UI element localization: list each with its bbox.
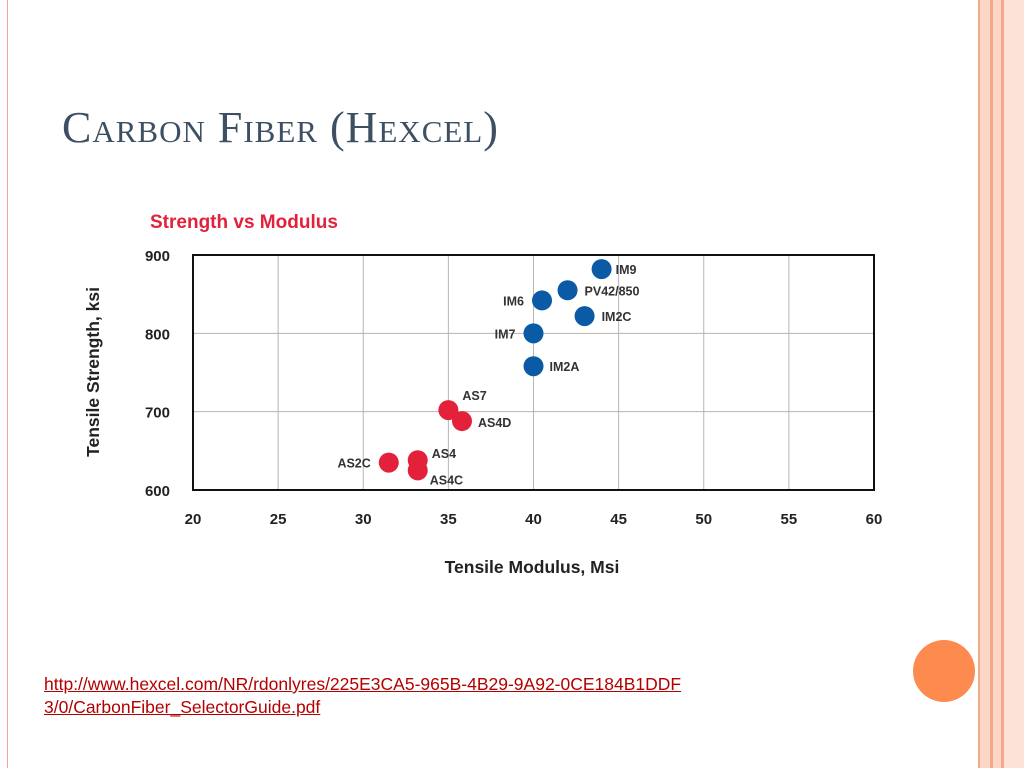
right-frame-stripe xyxy=(990,0,993,768)
right-frame-stripe xyxy=(978,0,980,768)
x-axis-label: Tensile Modulus, Msi xyxy=(445,557,620,577)
data-point xyxy=(532,290,553,311)
data-point xyxy=(438,400,459,421)
x-tick-label: 45 xyxy=(610,511,627,528)
y-axis-label: Tensile Strength, ksi xyxy=(83,287,103,457)
point-label: PV42/850 xyxy=(585,284,640,298)
y-tick-label: 800 xyxy=(145,326,170,343)
point-label: IM2C xyxy=(602,310,632,324)
x-tick-label: 30 xyxy=(355,511,372,528)
right-frame-stripe xyxy=(1001,0,1004,768)
chart-title: Strength vs Modulus xyxy=(150,212,338,233)
point-label: AS4C xyxy=(430,473,463,487)
y-tick-label: 900 xyxy=(145,248,170,265)
data-point xyxy=(378,452,399,473)
x-tick-label: 40 xyxy=(525,511,542,528)
point-label: IM2A xyxy=(550,360,580,374)
point-label: AS4 xyxy=(432,447,456,461)
point-label: AS4D xyxy=(478,416,511,430)
slide-title: Carbon Fiber (Hexcel) xyxy=(62,103,499,152)
data-point xyxy=(407,460,428,481)
x-tick-label: 35 xyxy=(440,511,457,528)
decorative-orange-circle xyxy=(913,640,975,702)
data-point xyxy=(523,356,544,377)
point-label: AS2C xyxy=(337,457,370,471)
right-frame-stripe xyxy=(1004,0,1024,768)
data-point xyxy=(574,306,595,327)
point-label: IM7 xyxy=(495,327,516,341)
y-tick-label: 700 xyxy=(145,405,170,422)
point-label: IM9 xyxy=(616,263,637,277)
right-frame-stripe xyxy=(993,0,1001,768)
y-tick-label: 600 xyxy=(145,483,170,500)
x-tick-label: 20 xyxy=(185,511,202,528)
data-point xyxy=(557,280,578,301)
data-point xyxy=(451,411,472,432)
data-points: IM9 PV42/850 IM6 IM2C IM7 IM2A AS7 AS4D AS4 AS2C A… xyxy=(337,259,640,487)
x-tick-label: 50 xyxy=(695,511,712,528)
data-point xyxy=(591,259,612,280)
data-point xyxy=(523,323,544,344)
source-link[interactable]: http://www.hexcel.com/NR/rdonlyres/225E3… xyxy=(44,674,682,717)
plot-frame xyxy=(192,254,875,491)
x-tick-label: 60 xyxy=(866,511,883,528)
x-tick-label: 25 xyxy=(270,511,287,528)
x-tick-label: 55 xyxy=(781,511,798,528)
left-frame-line xyxy=(7,0,8,768)
x-ticks: 20 25 30 35 40 45 50 55 60 xyxy=(185,511,883,528)
y-ticks: 600 700 800 900 xyxy=(145,248,170,500)
point-label: IM6 xyxy=(503,294,524,308)
point-label: AS7 xyxy=(462,389,486,403)
right-frame-stripe xyxy=(980,0,990,768)
